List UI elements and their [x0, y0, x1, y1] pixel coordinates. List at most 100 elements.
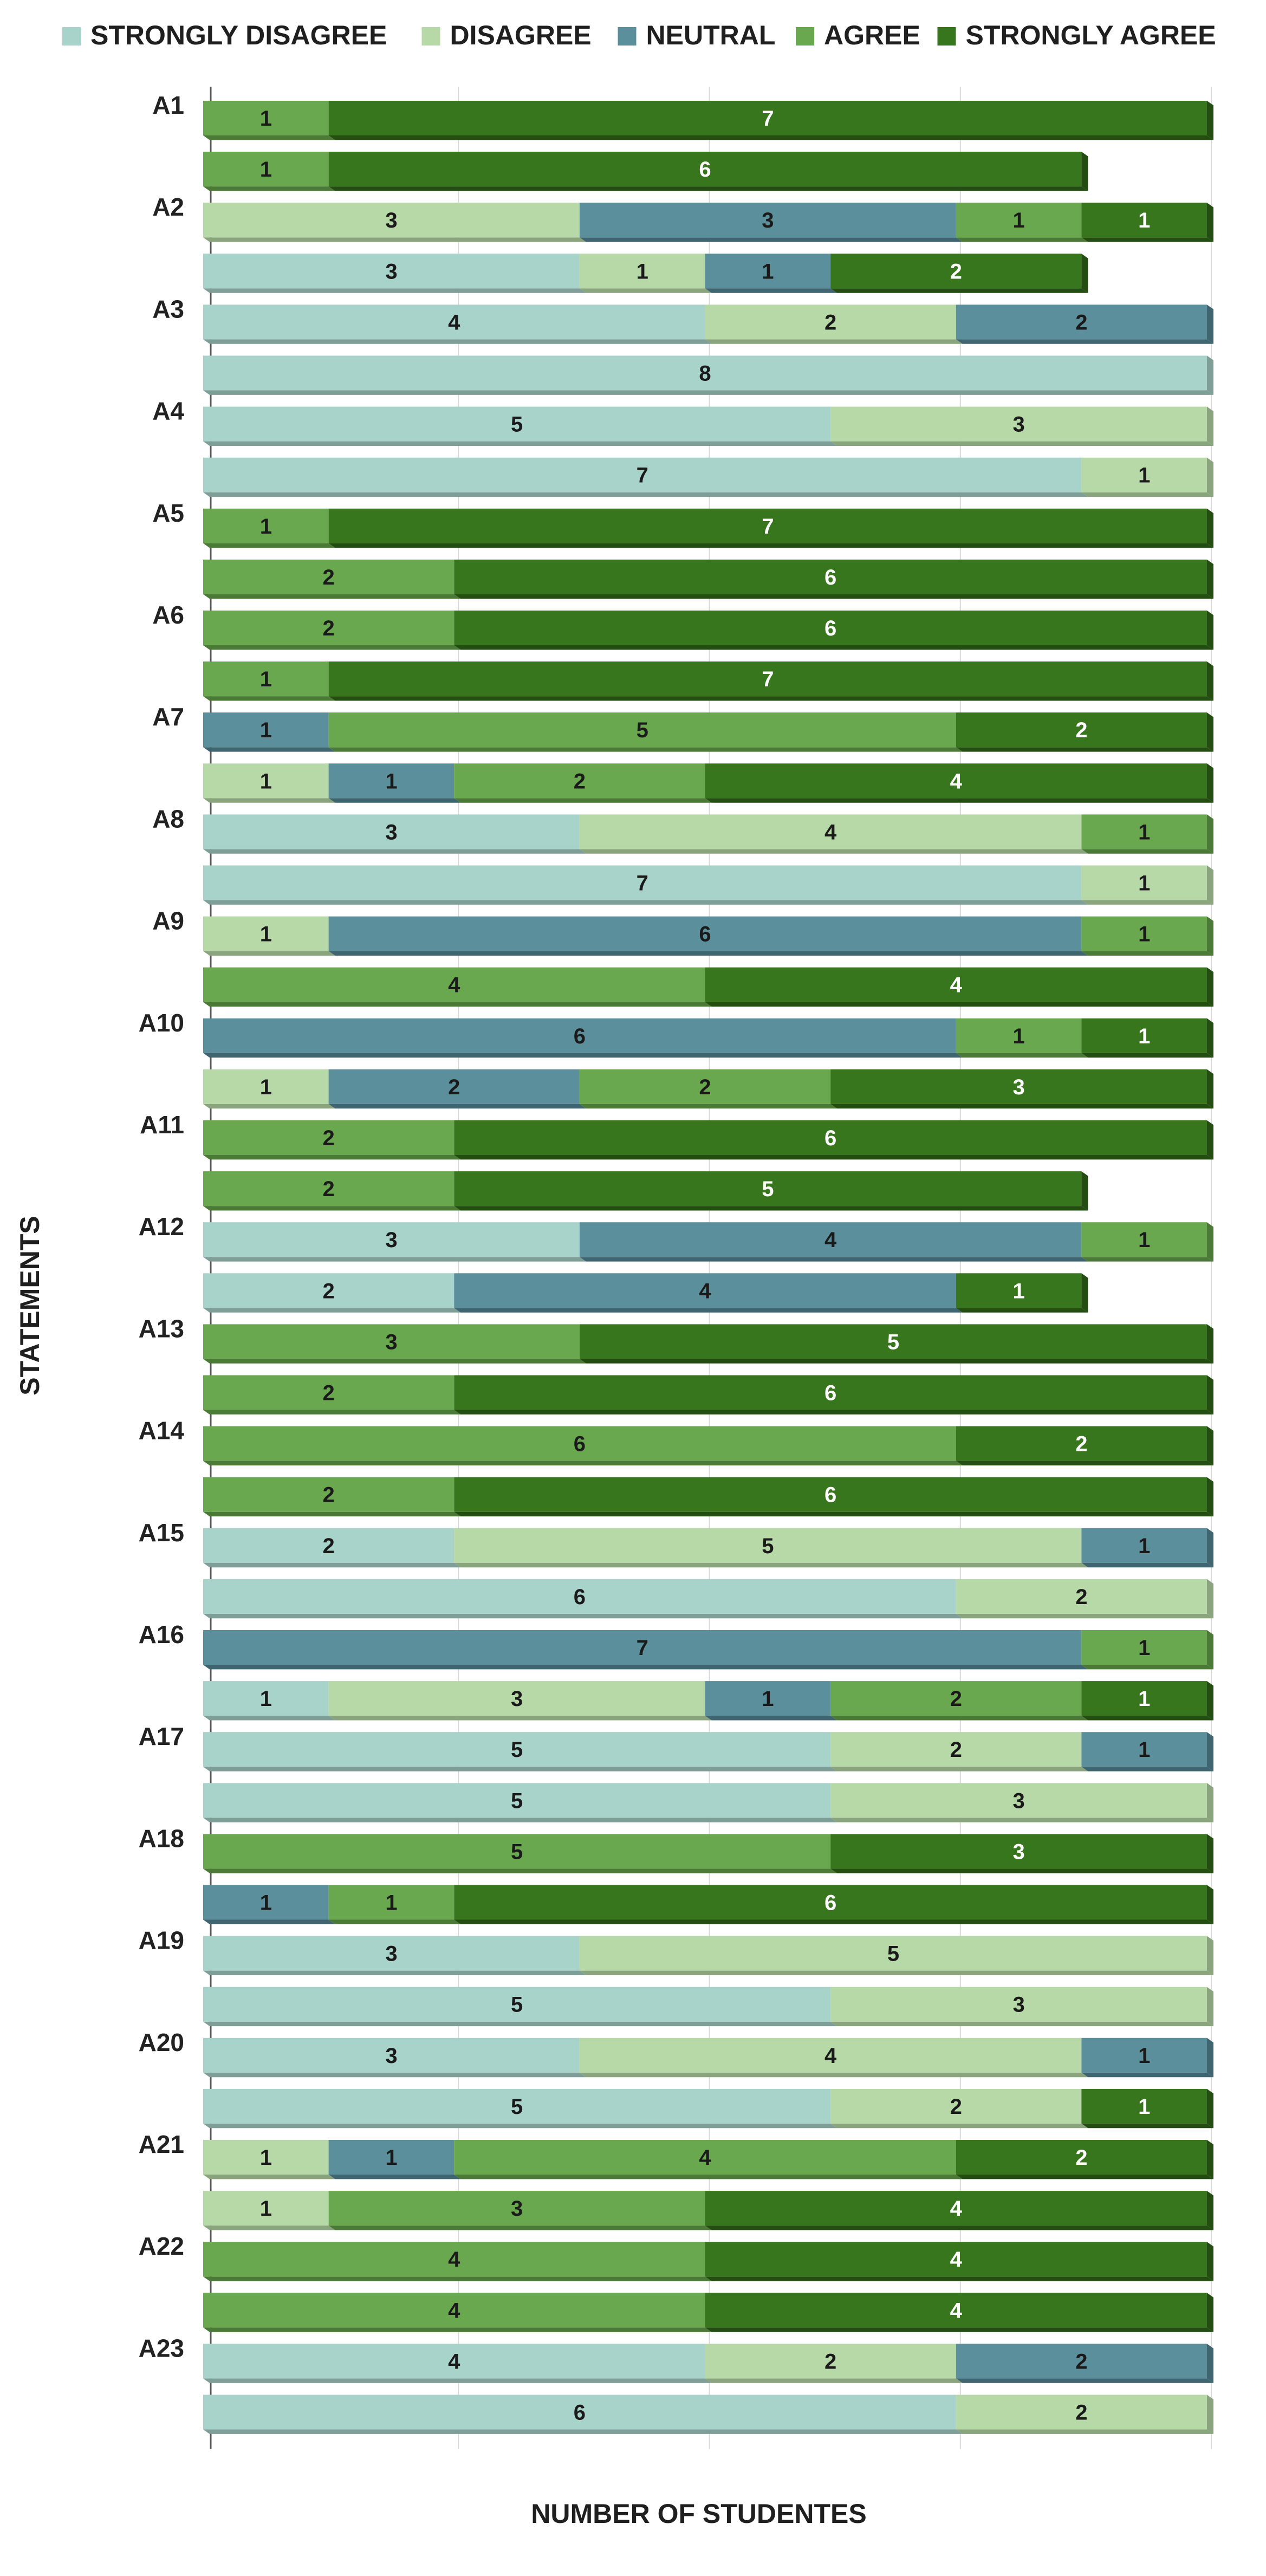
- bar-segment[interactable]: [1081, 1630, 1207, 1665]
- bar-segment[interactable]: [579, 1222, 1082, 1257]
- bar-segment[interactable]: [203, 1069, 329, 1104]
- bar-segment[interactable]: [203, 355, 1207, 391]
- bar-segment[interactable]: [203, 712, 329, 748]
- bar-segment[interactable]: [203, 1120, 455, 1155]
- bar-segment[interactable]: [203, 152, 329, 187]
- bar-segment[interactable]: [579, 1324, 1207, 1359]
- bar-segment[interactable]: [1081, 203, 1207, 238]
- bar-segment[interactable]: [830, 1069, 1207, 1104]
- bar-segment[interactable]: [203, 1579, 956, 1614]
- bar-segment[interactable]: [1081, 1018, 1207, 1053]
- bar-segment[interactable]: [579, 1936, 1207, 1971]
- bar-segment[interactable]: [203, 2140, 329, 2175]
- bar-segment[interactable]: [328, 508, 1207, 543]
- bar-segment[interactable]: [203, 967, 705, 1002]
- bar-segment[interactable]: [705, 2293, 1207, 2328]
- bar-segment[interactable]: [203, 2293, 705, 2328]
- bar-segment[interactable]: [203, 1528, 455, 1563]
- bar-segment[interactable]: [203, 1732, 831, 1767]
- bar-segment[interactable]: [705, 2191, 1207, 2226]
- bar-segment[interactable]: [203, 2191, 329, 2226]
- bar-segment[interactable]: [830, 1834, 1207, 1869]
- bar-segment[interactable]: [203, 814, 580, 849]
- bar-segment[interactable]: [203, 1426, 956, 1461]
- bar-segment[interactable]: [203, 1018, 956, 1053]
- bar-segment[interactable]: [203, 2395, 956, 2430]
- bar-segment[interactable]: [203, 1987, 831, 2022]
- bar-segment[interactable]: [203, 763, 329, 799]
- bar-segment[interactable]: [956, 2344, 1207, 2379]
- bar-segment[interactable]: [579, 203, 956, 238]
- bar-segment[interactable]: [956, 712, 1207, 748]
- bar-segment[interactable]: [454, 1375, 1207, 1410]
- bar-segment[interactable]: [705, 304, 956, 340]
- bar-segment[interactable]: [705, 1681, 831, 1716]
- bar-segment[interactable]: [956, 1426, 1207, 1461]
- bar-segment[interactable]: [203, 457, 1082, 492]
- bar-segment[interactable]: [830, 1987, 1207, 2022]
- bar-segment[interactable]: [579, 814, 1082, 849]
- bar-segment[interactable]: [956, 2140, 1207, 2175]
- bar-segment[interactable]: [705, 2242, 1207, 2277]
- bar-segment[interactable]: [830, 2088, 1082, 2124]
- bar-segment[interactable]: [328, 101, 1207, 135]
- bar-segment[interactable]: [203, 406, 831, 442]
- bar-segment[interactable]: [1081, 1732, 1207, 1767]
- bar-segment[interactable]: [203, 559, 455, 594]
- bar-segment[interactable]: [705, 2344, 956, 2379]
- bar-segment[interactable]: [328, 763, 455, 799]
- bar-segment[interactable]: [1081, 2038, 1207, 2073]
- bar-segment[interactable]: [328, 1681, 705, 1716]
- bar-segment[interactable]: [454, 1477, 1207, 1512]
- bar-segment[interactable]: [203, 1222, 580, 1257]
- bar-segment[interactable]: [1081, 1681, 1207, 1716]
- bar-segment[interactable]: [454, 611, 1207, 645]
- bar-segment[interactable]: [203, 1375, 455, 1410]
- bar-segment[interactable]: [203, 101, 329, 135]
- bar-segment[interactable]: [203, 2242, 705, 2277]
- bar-segment[interactable]: [328, 916, 1082, 951]
- bar-segment[interactable]: [830, 1783, 1207, 1818]
- bar-segment[interactable]: [956, 203, 1082, 238]
- bar-segment[interactable]: [830, 1732, 1082, 1767]
- bar-segment[interactable]: [203, 916, 329, 951]
- bar-segment[interactable]: [203, 1834, 831, 1869]
- bar-segment[interactable]: [454, 1528, 1082, 1563]
- bar-segment[interactable]: [328, 1069, 580, 1104]
- bar-segment[interactable]: [203, 508, 329, 543]
- bar-segment[interactable]: [203, 661, 329, 697]
- bar-segment[interactable]: [203, 1681, 329, 1716]
- bar-segment[interactable]: [1081, 865, 1207, 900]
- bar-segment[interactable]: [705, 254, 831, 289]
- bar-segment[interactable]: [1081, 1528, 1207, 1563]
- bar-segment[interactable]: [328, 152, 1082, 187]
- bar-segment[interactable]: [1081, 1222, 1207, 1257]
- bar-segment[interactable]: [203, 865, 1082, 900]
- bar-segment[interactable]: [1081, 457, 1207, 492]
- bar-segment[interactable]: [830, 406, 1207, 442]
- bar-segment[interactable]: [328, 2191, 705, 2226]
- bar-segment[interactable]: [203, 2088, 831, 2124]
- bar-segment[interactable]: [203, 1273, 455, 1308]
- bar-segment[interactable]: [328, 1885, 455, 1920]
- bar-segment[interactable]: [1081, 2088, 1207, 2124]
- bar-segment[interactable]: [203, 1783, 831, 1818]
- bar-segment[interactable]: [705, 763, 1207, 799]
- bar-segment[interactable]: [203, 203, 580, 238]
- bar-segment[interactable]: [956, 1018, 1082, 1053]
- bar-segment[interactable]: [203, 1477, 455, 1512]
- bar-segment[interactable]: [328, 712, 956, 748]
- bar-segment[interactable]: [956, 2395, 1207, 2430]
- bar-segment[interactable]: [203, 2038, 580, 2073]
- bar-segment[interactable]: [454, 763, 705, 799]
- bar-segment[interactable]: [579, 1069, 831, 1104]
- bar-segment[interactable]: [203, 611, 455, 645]
- bar-segment[interactable]: [203, 1885, 329, 1920]
- bar-segment[interactable]: [203, 304, 705, 340]
- bar-segment[interactable]: [830, 254, 1082, 289]
- bar-segment[interactable]: [454, 1885, 1207, 1920]
- bar-segment[interactable]: [328, 2140, 455, 2175]
- bar-segment[interactable]: [579, 254, 705, 289]
- bar-segment[interactable]: [454, 559, 1207, 594]
- bar-segment[interactable]: [203, 2344, 705, 2379]
